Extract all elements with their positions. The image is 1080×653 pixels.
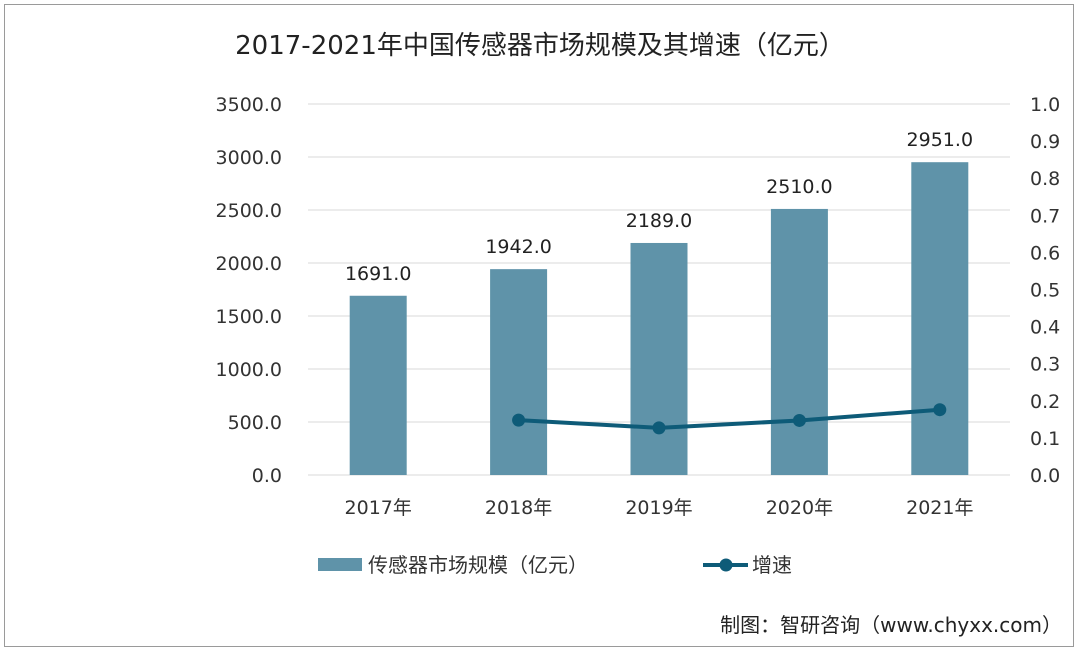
left-tick-label: 3500.0 <box>216 94 282 116</box>
left-axis-ticks: 0.0 500.0 1000.0 1500.0 2000.0 2500.0 3000.0 35… <box>216 94 282 487</box>
x-tick-label: 2020年 <box>766 497 833 519</box>
right-tick-label: 0.0 <box>1030 465 1060 487</box>
right-tick-label: 0.7 <box>1030 205 1060 227</box>
bar-data-label: 2189.0 <box>626 210 692 232</box>
legend-bar-label: 传感器市场规模（亿元） <box>368 553 588 577</box>
bar-data-label: 1691.0 <box>345 263 411 285</box>
right-tick-label: 0.5 <box>1030 280 1060 302</box>
line-series <box>512 403 947 435</box>
bar-data-labels: 1691.0 1942.0 2189.0 2510.0 2951.0 <box>345 129 973 285</box>
chart-title: 2017-2021年中国传感器市场规模及其增速（亿元） <box>235 31 845 61</box>
right-tick-label: 0.6 <box>1030 242 1060 264</box>
bar <box>349 295 407 475</box>
left-tick-label: 2500.0 <box>216 200 282 222</box>
x-tick-label: 2018年 <box>485 497 552 519</box>
legend: 传感器市场规模（亿元） 增速 <box>318 553 792 577</box>
bar <box>911 162 969 475</box>
right-tick-label: 0.1 <box>1030 428 1060 450</box>
left-tick-label: 1500.0 <box>216 306 282 328</box>
bar-data-label: 2510.0 <box>766 176 832 198</box>
x-tick-label: 2017年 <box>345 497 412 519</box>
growth-line <box>518 407 940 430</box>
right-tick-label: 0.3 <box>1030 354 1060 376</box>
legend-bar-swatch <box>318 558 362 571</box>
right-tick-label: 1.0 <box>1030 94 1060 116</box>
legend-line-marker <box>719 558 733 572</box>
right-tick-label: 0.8 <box>1030 168 1060 190</box>
x-tick-label: 2019年 <box>625 497 692 519</box>
bar-data-label: 2951.0 <box>907 129 973 151</box>
bar <box>490 269 548 475</box>
right-tick-label: 0.9 <box>1030 131 1060 153</box>
line-point <box>512 413 526 427</box>
left-tick-label: 0.0 <box>252 465 282 487</box>
source-credit: 制图：智研咨询（www.chyxx.com） <box>720 613 1062 637</box>
x-tick-label: 2021年 <box>906 497 973 519</box>
right-axis-ticks: 0.0 0.1 0.2 0.3 0.4 0.5 0.6 0.7 0.8 0.9 1.0 <box>1030 94 1060 487</box>
line-point <box>792 413 806 427</box>
bar <box>630 242 688 475</box>
left-tick-label: 1000.0 <box>216 359 282 381</box>
left-tick-label: 2000.0 <box>216 253 282 275</box>
left-tick-label: 3000.0 <box>216 147 282 169</box>
bar-data-label: 1942.0 <box>485 236 551 258</box>
x-axis-ticks: 2017年 2018年 2019年 2020年 2021年 <box>345 497 974 519</box>
bar <box>770 208 828 475</box>
right-tick-label: 0.4 <box>1030 317 1060 339</box>
left-tick-label: 500.0 <box>228 412 282 434</box>
right-tick-label: 0.2 <box>1030 391 1060 413</box>
line-point <box>933 403 947 417</box>
line-point <box>652 421 666 435</box>
bar-series <box>349 162 969 475</box>
legend-line-label: 增速 <box>752 553 792 577</box>
